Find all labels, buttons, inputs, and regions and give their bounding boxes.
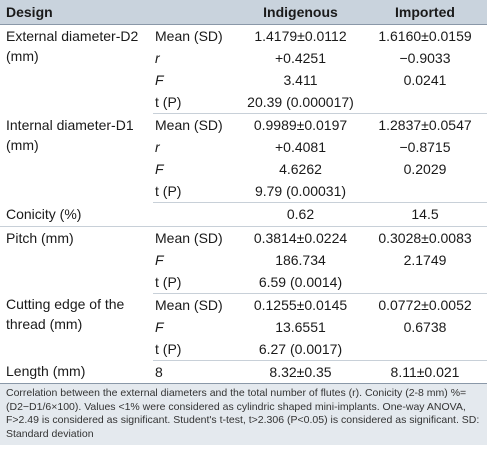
table-row: F 186.734 2.1749	[0, 249, 487, 271]
cell-imported: 0.0772±0.0052	[378, 296, 472, 313]
table-row: t (P) 20.39 (0.000017)	[0, 91, 487, 114]
table-row: F 13.6551 0.6738	[0, 316, 487, 338]
cell-imported: 14.5	[363, 202, 487, 227]
table-header: Design Indigenous Imported	[0, 0, 487, 25]
cell-indigenous: 13.6551	[275, 318, 326, 335]
table-row: t (P) 9.79 (0.00031)	[0, 180, 487, 203]
row-label-conicity: Conicity (%)	[0, 202, 153, 227]
stat-label: Mean (SD)	[155, 28, 223, 44]
cell-empty	[363, 270, 487, 294]
cell-t-value: 6.59 (0.0014)	[238, 270, 363, 294]
table-row: Length (mm) 8 8.32±0.35 8.11±0.021	[0, 360, 487, 384]
cell-imported: 0.2029	[403, 161, 447, 177]
cell-imported: 0.3028±0.0083	[378, 229, 472, 246]
cell-indigenous: 0.1255±0.0145	[253, 296, 348, 313]
stat-label: Mean (SD)	[155, 296, 223, 313]
comparison-table: Design Indigenous Imported External diam…	[0, 0, 487, 384]
header-imported: Imported	[363, 0, 487, 25]
stat-label: Mean (SD)	[155, 117, 223, 133]
cell-indigenous: 0.3814±0.0224	[253, 229, 348, 246]
stat-label: F	[155, 72, 164, 88]
cell-indigenous: 4.6262	[279, 161, 322, 177]
stat-label: F	[155, 161, 164, 177]
cell-indigenous: 3.411	[283, 72, 318, 88]
cell-imported: 2.1749	[403, 251, 447, 268]
stat-label: t (P)	[153, 337, 238, 361]
cell-t-value: 20.39 (0.000017)	[238, 91, 363, 114]
cell-imported: 8.11±0.021	[363, 360, 487, 384]
stat-label: t (P)	[153, 91, 238, 114]
cell-indigenous: 186.734	[275, 251, 326, 268]
cell-imported: −0.8715	[399, 139, 451, 155]
cell-indigenous: 8.32±0.35	[238, 360, 363, 384]
stat-label: r	[155, 50, 160, 66]
table-row: t (P) 6.27 (0.0017)	[0, 337, 487, 361]
cell-imported: 0.0241	[403, 72, 447, 88]
cell-indigenous: 1.4179±0.0112	[254, 28, 347, 44]
stat-label: t (P)	[153, 270, 238, 294]
row-label-length: Length (mm)	[0, 360, 153, 384]
cell-imported: 0.6738	[403, 318, 447, 335]
stat-label: t (P)	[153, 180, 238, 203]
cell-indigenous: +0.4081	[275, 139, 326, 155]
cell-indigenous: 0.62	[238, 202, 363, 227]
table-row: r +0.4081 −0.8715	[0, 136, 487, 158]
cell-imported: 1.2837±0.0547	[378, 117, 472, 133]
header-design: Design	[0, 0, 238, 25]
table-row: Cutting edge of the thread (mm) Mean (SD…	[0, 293, 487, 332]
table-footnote: Correlation between the external diamete…	[0, 384, 487, 445]
table-row: External diameter-D2 (mm) Mean (SD) 1.41…	[0, 25, 487, 64]
cell-indigenous: +0.4251	[275, 50, 326, 66]
table-row: Internal diameter-D1 (mm) Mean (SD) 0.99…	[0, 114, 487, 153]
table-row: Pitch (mm) Mean (SD) 0.3814±0.0224 0.302…	[0, 226, 487, 249]
row-label-cutting-edge: Cutting edge of the thread (mm)	[6, 296, 125, 332]
stat-label: r	[155, 139, 160, 155]
stat-label: Mean (SD)	[155, 229, 223, 246]
row-label-internal-diameter: Internal diameter-D1 (mm)	[6, 116, 134, 153]
table-row: Conicity (%) 0.62 14.5	[0, 202, 487, 227]
table-row: r +0.4251 −0.9033	[0, 47, 487, 69]
table-row: F 4.6262 0.2029	[0, 158, 487, 180]
cell-indigenous: 0.9989±0.0197	[253, 117, 348, 133]
cell-imported: −0.9033	[399, 50, 451, 66]
table-row: t (P) 6.59 (0.0014)	[0, 270, 487, 294]
stat-label: 8	[153, 360, 238, 384]
row-label-pitch: Pitch (mm)	[6, 229, 74, 246]
header-indigenous: Indigenous	[238, 0, 363, 25]
cell-t-value: 9.79 (0.00031)	[238, 180, 363, 203]
cell-t-value: 6.27 (0.0017)	[238, 337, 363, 361]
cell-empty	[363, 180, 487, 203]
stat-label: F	[155, 251, 164, 268]
cell-empty	[363, 91, 487, 114]
cell-empty	[363, 337, 487, 361]
table-row: F 3.411 0.0241	[0, 69, 487, 91]
stat-label: F	[155, 318, 164, 335]
row-label-external-diameter: External diameter-D2 (mm)	[6, 28, 139, 64]
cell-empty	[153, 202, 238, 227]
cell-imported: 1.6160±0.0159	[378, 28, 472, 44]
